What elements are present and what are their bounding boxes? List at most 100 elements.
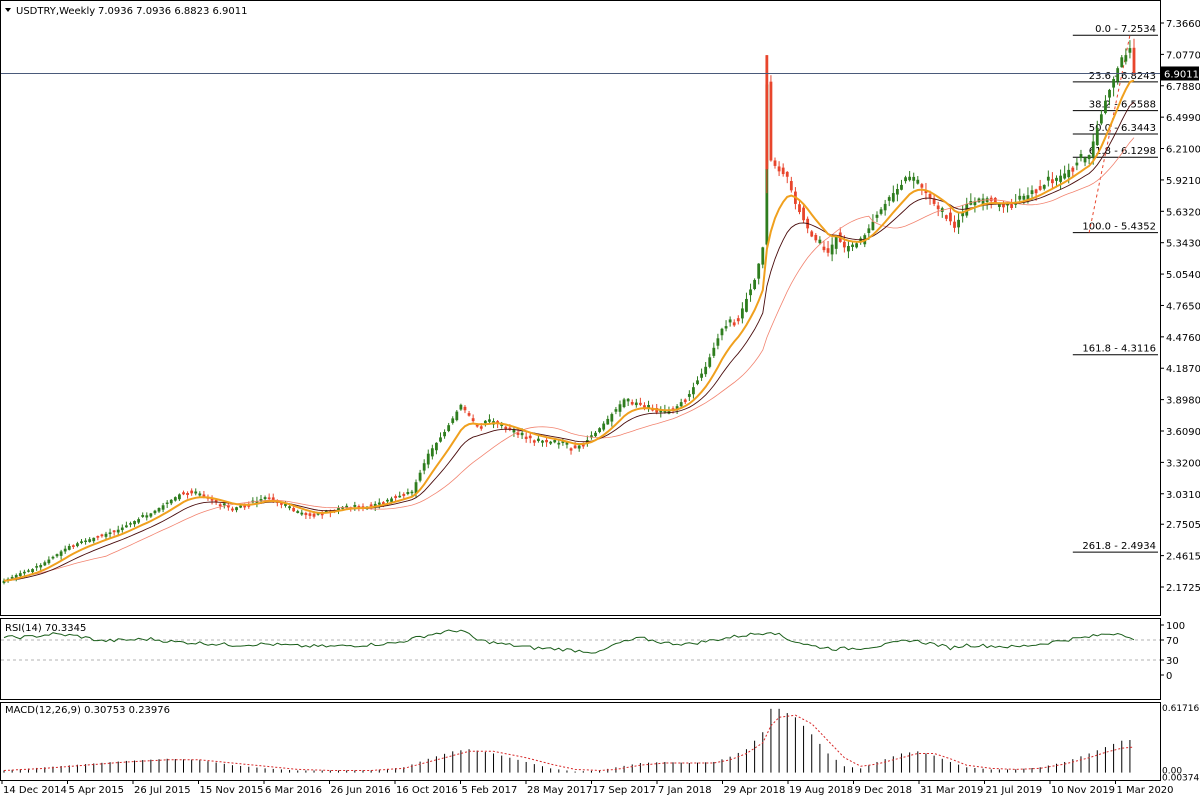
candle-body — [39, 565, 43, 568]
candle-body — [932, 198, 936, 204]
y-tick-label: 3.0310 — [1166, 490, 1200, 501]
candle-body — [1075, 162, 1079, 166]
candle-body — [92, 537, 96, 542]
x-tick-label: 1 Mar 2020 — [1117, 785, 1174, 796]
candle-body — [296, 511, 300, 513]
candle-body — [471, 418, 475, 422]
x-tick-label: 5 Apr 2015 — [69, 785, 124, 796]
x-tick-label: 14 Dec 2014 — [3, 785, 67, 796]
candle-body — [679, 402, 683, 407]
candle-body — [84, 540, 87, 542]
candle-body — [769, 81, 773, 161]
candle-body — [1018, 195, 1022, 200]
candle-body — [496, 421, 500, 424]
candle-body — [173, 497, 177, 501]
x-tick-label: 28 May 2017 — [527, 785, 592, 796]
candle-body — [43, 562, 47, 566]
candle-body — [834, 236, 838, 249]
candle-body — [2, 580, 6, 583]
main-panel-frame — [0, 0, 1161, 616]
candle-body — [218, 504, 222, 507]
candle-body — [545, 439, 548, 443]
candle-body — [949, 212, 952, 222]
candle-body — [924, 189, 928, 194]
candle-body — [883, 203, 887, 211]
candle-body — [573, 445, 577, 449]
candle-body — [231, 508, 234, 511]
candle-body — [63, 548, 67, 552]
candle-body — [826, 248, 830, 253]
candle-body — [124, 525, 128, 528]
candle-body — [1108, 89, 1111, 98]
candle-body — [1120, 57, 1124, 68]
candle-body — [353, 504, 357, 507]
candle-body — [997, 203, 1001, 207]
symbol-label: USDTRY,Weekly — [16, 6, 95, 17]
candle-body — [414, 482, 418, 494]
candle-body — [887, 197, 891, 201]
candle-body — [643, 405, 646, 408]
candle-body — [59, 551, 63, 556]
fib-level-label: 38.2 - 6.5588 — [1089, 100, 1156, 111]
candle-body — [802, 207, 805, 221]
candle-body — [981, 198, 985, 205]
ohlc-readout: 7.0936 7.0936 6.8823 6.9011 — [98, 6, 248, 17]
candle-body — [532, 440, 536, 443]
candle-body — [1091, 141, 1095, 157]
candle-body — [157, 507, 161, 512]
x-tick-label: 19 Aug 2018 — [789, 785, 853, 796]
candle-body — [602, 423, 606, 430]
candle-body — [116, 529, 120, 533]
candle-body — [51, 556, 55, 559]
candle-body — [1038, 186, 1042, 190]
candle-body — [908, 176, 912, 181]
y-tick-label: 5.9210 — [1166, 176, 1200, 187]
candle-body — [520, 432, 524, 436]
candle-body — [320, 513, 324, 516]
candle-body — [47, 559, 51, 564]
candle-body — [777, 166, 781, 172]
collapse-triangle-icon[interactable] — [5, 8, 11, 12]
fib-level-label: 50.0 - 6.3443 — [1089, 123, 1156, 134]
candle-body — [267, 497, 271, 500]
candle-body — [1116, 68, 1120, 82]
candle-body — [112, 530, 116, 533]
fibonacci-layer[interactable]: 0.0 - 7.2534 23.6 - 6.8243 38.2 - 6.5588 50… — [1072, 24, 1158, 553]
x-tick-label: 6 Mar 2016 — [265, 785, 322, 796]
x-tick-label: 10 Nov 2019 — [1051, 785, 1115, 796]
candle-body — [337, 507, 340, 512]
fib-level-label: 261.8 - 2.4934 — [1082, 541, 1156, 552]
candle-body — [659, 409, 663, 413]
candle-body — [137, 519, 141, 523]
y-tick-label: 3.3200 — [1166, 458, 1200, 469]
candle-body — [900, 184, 903, 190]
candle-body — [288, 506, 291, 509]
candle-body — [594, 432, 597, 437]
macd-panel-frame — [0, 702, 1161, 781]
x-tick-label: 5 Feb 2017 — [462, 785, 518, 796]
x-tick-label: 9 Dec 2018 — [855, 785, 913, 796]
candle-body — [561, 440, 565, 443]
candle-body — [324, 510, 328, 513]
candle-body — [753, 279, 757, 289]
candle-body — [1099, 114, 1103, 124]
candle-body — [467, 413, 471, 416]
candle-body — [822, 246, 826, 251]
candle-body — [634, 402, 638, 406]
candle-body — [1002, 203, 1005, 208]
candle-body — [541, 440, 544, 443]
candle-body — [879, 209, 883, 214]
candle-body — [757, 263, 761, 279]
candle-body — [1055, 177, 1058, 181]
candle-body — [928, 193, 932, 199]
candle-body — [304, 513, 308, 516]
candle-body — [1042, 184, 1046, 189]
candle-body — [1132, 47, 1136, 74]
candle-body — [108, 532, 112, 535]
candle-body — [129, 523, 132, 525]
candle-body — [165, 502, 169, 504]
fib-trend-line — [1088, 35, 1131, 233]
x-tick-label: 26 Jun 2016 — [331, 785, 391, 796]
rsi-line — [3, 629, 1135, 654]
